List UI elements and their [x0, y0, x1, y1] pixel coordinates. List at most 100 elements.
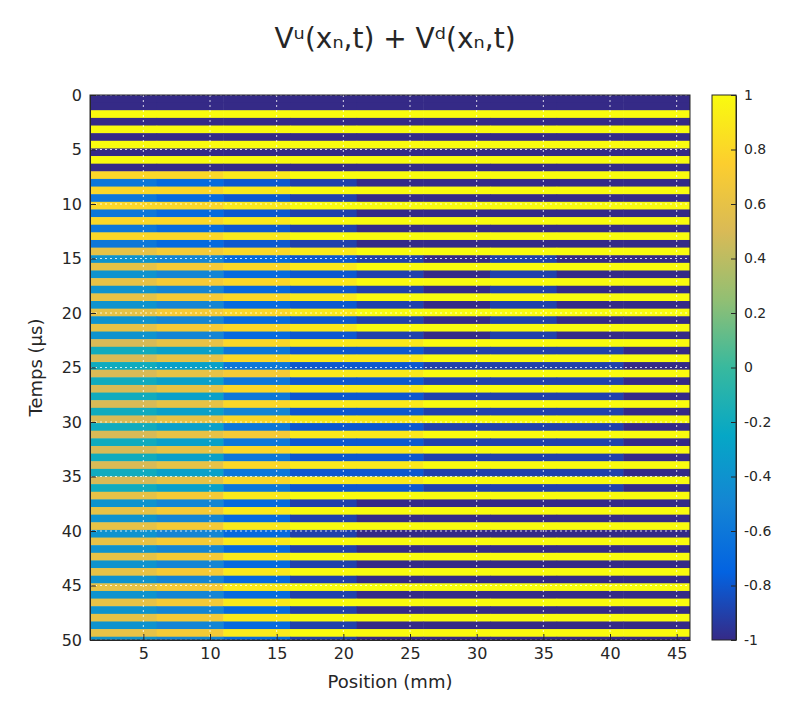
cell [157, 126, 224, 134]
cell [423, 461, 490, 469]
cell [623, 538, 690, 546]
cell [157, 499, 224, 507]
cell [90, 614, 157, 622]
cell [623, 240, 690, 248]
cell [357, 248, 424, 256]
tick: 15 [267, 634, 287, 663]
cell [423, 156, 490, 164]
cell [157, 278, 224, 286]
cell [490, 354, 557, 362]
cell [557, 408, 624, 416]
figure: 5101520253035404505101520253035404550Vᵘ(… [0, 0, 810, 707]
cell [290, 583, 357, 591]
cell [423, 614, 490, 622]
cell [423, 240, 490, 248]
cell [90, 217, 157, 225]
cell [90, 332, 157, 340]
grid-line [543, 95, 544, 640]
tick: 20 [334, 634, 354, 663]
cell [90, 423, 157, 431]
cell [157, 202, 224, 210]
cell [157, 171, 224, 179]
tick-label: 5 [139, 644, 149, 663]
cell [290, 477, 357, 485]
cell [290, 599, 357, 607]
cell [223, 568, 290, 576]
cell [290, 614, 357, 622]
tick: 15 [62, 249, 96, 268]
cell [223, 347, 290, 355]
cell [223, 553, 290, 561]
cell [623, 286, 690, 294]
cell [157, 446, 224, 454]
cell [623, 454, 690, 462]
cell [290, 522, 357, 530]
cell [290, 393, 357, 401]
tick-label: 20 [334, 644, 354, 663]
cell [223, 255, 290, 263]
cell [623, 515, 690, 523]
cell [423, 377, 490, 385]
cell [490, 492, 557, 500]
cell [357, 507, 424, 515]
cell [290, 126, 357, 134]
cell [157, 248, 224, 256]
cell [490, 316, 557, 324]
cell [90, 118, 157, 126]
cell [423, 248, 490, 256]
tick-label: -0.8 [744, 577, 771, 593]
cell [90, 278, 157, 286]
cell [623, 393, 690, 401]
cell [623, 354, 690, 362]
cell [290, 332, 357, 340]
cell [290, 629, 357, 637]
cell [423, 576, 490, 584]
tick-label: 45 [667, 644, 687, 663]
cell [223, 354, 290, 362]
cell [290, 103, 357, 111]
tick-label: 5 [72, 140, 82, 159]
cell [357, 286, 424, 294]
cell [157, 133, 224, 141]
grid-line [143, 95, 144, 640]
cell [290, 232, 357, 240]
cell [357, 362, 424, 370]
tick-mark [90, 531, 96, 532]
cell [223, 621, 290, 629]
cell [290, 454, 357, 462]
cell [423, 591, 490, 599]
grid-line [90, 422, 690, 423]
tick-label: -1 [744, 632, 758, 648]
cell [423, 126, 490, 134]
cell [90, 293, 157, 301]
cell [623, 560, 690, 568]
cell [423, 515, 490, 523]
cell [223, 248, 290, 256]
cell [490, 263, 557, 271]
cell [490, 293, 557, 301]
cell [157, 454, 224, 462]
cell [623, 499, 690, 507]
grid-line [90, 585, 690, 586]
cell [557, 377, 624, 385]
cell [357, 324, 424, 332]
cell [290, 545, 357, 553]
tick: 0.6 [731, 196, 766, 212]
cell [357, 446, 424, 454]
cell [223, 286, 290, 294]
cell [90, 507, 157, 515]
tick-mark [731, 586, 736, 587]
cell [357, 583, 424, 591]
cell [157, 393, 224, 401]
cell [157, 408, 224, 416]
cell [557, 293, 624, 301]
cell [423, 568, 490, 576]
cell [423, 599, 490, 607]
tick: 35 [62, 467, 96, 486]
cell [423, 171, 490, 179]
cell [557, 446, 624, 454]
grid-line [90, 149, 690, 150]
cell [90, 286, 157, 294]
cell [157, 339, 224, 347]
cell [90, 538, 157, 546]
